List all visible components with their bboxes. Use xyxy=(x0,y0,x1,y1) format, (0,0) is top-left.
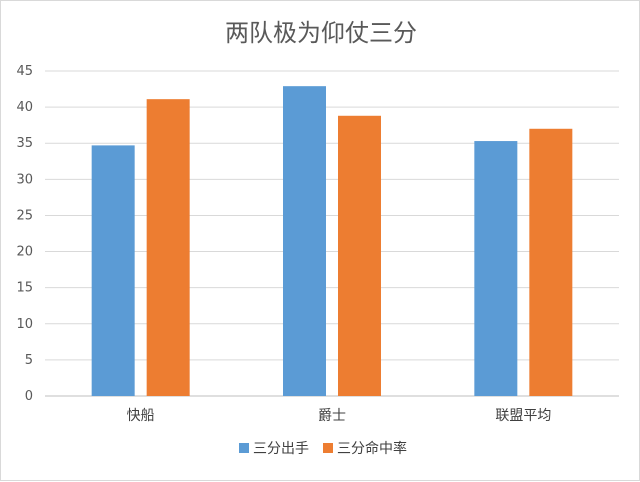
category-label: 联盟平均 xyxy=(495,408,551,424)
bar-percentage xyxy=(338,115,381,397)
bar-attempts xyxy=(283,86,326,397)
y-tick-label: 25 xyxy=(16,208,33,223)
category-label: 快船 xyxy=(127,408,155,424)
legend-label: 三分命中率 xyxy=(337,440,407,457)
category-label: 爵士 xyxy=(318,408,346,424)
bar-percentage xyxy=(146,99,190,397)
legend-label: 三分出手 xyxy=(253,441,309,457)
y-tick-label: 20 xyxy=(16,245,33,260)
y-tick-label: 15 xyxy=(16,281,33,296)
bar-attempts xyxy=(91,145,135,396)
y-tick-label: 40 xyxy=(16,100,33,115)
chart-title: 两队极为仰仗三分 xyxy=(225,19,417,47)
y-tick-label: 10 xyxy=(16,317,33,332)
y-tick-label: 0 xyxy=(25,389,33,404)
y-tick-label: 5 xyxy=(25,353,33,368)
legend-swatch xyxy=(323,443,333,453)
legend-swatch xyxy=(239,443,249,453)
y-tick-label: 35 xyxy=(16,136,33,151)
bar-attempts xyxy=(474,141,518,396)
y-tick-label: 30 xyxy=(16,172,33,187)
y-tick-label: 45 xyxy=(16,64,33,79)
bar-percentage xyxy=(529,128,573,396)
